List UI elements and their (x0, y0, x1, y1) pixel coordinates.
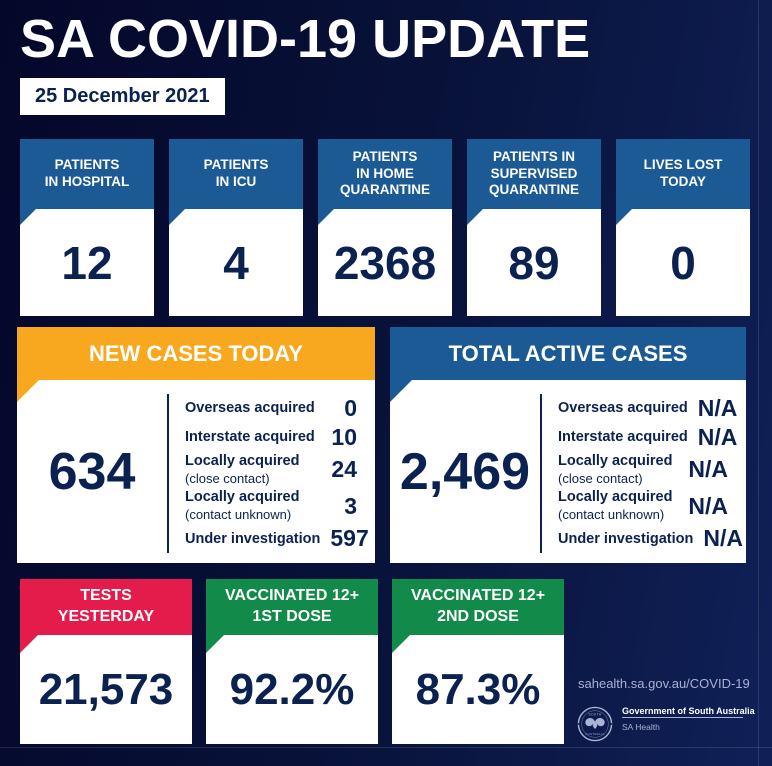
svg-text:AUSTRALIA: AUSTRALIA (585, 732, 604, 736)
svg-text:SOUTH: SOUTH (588, 713, 601, 717)
